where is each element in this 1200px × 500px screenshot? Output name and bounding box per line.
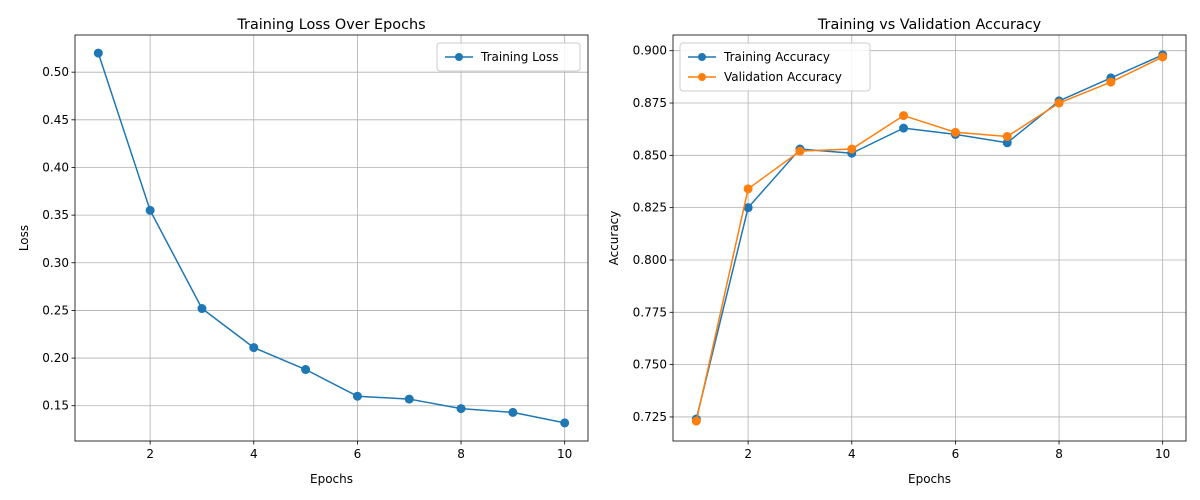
series-line [97, 52, 565, 424]
legend-box [679, 42, 871, 92]
y-tick-label: 0.775 [633, 305, 667, 319]
y-tick-label: 0.800 [633, 253, 667, 267]
data-point [1002, 132, 1012, 141]
y-tick-label: 0.15 [42, 399, 69, 413]
series-2 [691, 52, 1168, 426]
y-tick-label: 0.30 [42, 256, 69, 270]
y-tick-label: 0.825 [633, 201, 667, 215]
data-point [352, 391, 362, 401]
data-point [847, 144, 857, 154]
data-point [691, 416, 701, 426]
y-tick-label: 0.850 [633, 148, 667, 162]
x-tick-label: 10 [557, 447, 572, 461]
grid [673, 35, 1186, 441]
data-point [456, 404, 466, 414]
data-point [560, 418, 570, 428]
x-tick-label: 6 [354, 447, 362, 461]
data-point [950, 127, 960, 137]
axes-frame [672, 34, 1187, 442]
data-point [249, 343, 259, 353]
x-tick-label: 4 [250, 447, 258, 461]
data-point [743, 203, 753, 213]
y-tick-label: 0.45 [42, 113, 69, 127]
y-tick-label: 0.40 [42, 160, 69, 174]
x-tick-label: 8 [1055, 447, 1063, 461]
data-point [1158, 52, 1168, 62]
series-line [695, 56, 1164, 422]
legend: Training Accuracy Validation Accuracy [679, 42, 871, 92]
y-axis-label: Loss [17, 225, 31, 251]
legend-label: Validation Accuracy [724, 70, 842, 84]
series-line [695, 54, 1163, 420]
y-tick-label: 0.900 [633, 44, 667, 58]
y-tick-label: 0.20 [42, 351, 69, 365]
y-axis-label: Accuracy [607, 211, 621, 266]
series-1 [691, 50, 1168, 424]
chart-2: 2 4 6 8 10 0.725 0.750 0.775 0.800 0.825 0.850 0.87… [607, 17, 1187, 486]
data-point [1054, 98, 1064, 108]
x-tick-label: 6 [952, 447, 960, 461]
data-point [743, 184, 753, 194]
x-tick-label: 8 [457, 447, 465, 461]
x-tick-label: 10 [1155, 447, 1170, 461]
data-point [1106, 77, 1116, 87]
data-point [404, 394, 414, 404]
x-tick-label: 2 [744, 447, 752, 461]
y-tick-label: 0.750 [633, 358, 667, 372]
y-tick-label: 0.50 [42, 65, 69, 79]
data-point [899, 111, 909, 121]
y-tick-label: 0.25 [42, 303, 69, 317]
data-point [301, 365, 311, 375]
series-1 [93, 48, 570, 428]
x-axis-label: Epochs [310, 472, 353, 486]
legend-label: Training Accuracy [723, 50, 830, 64]
y-tick-label: 0.35 [42, 208, 69, 222]
x-axis-label: Epochs [908, 472, 951, 486]
chart-title: Training Loss Over Epochs [236, 17, 425, 33]
data-point [93, 48, 103, 58]
legend-box [436, 42, 581, 72]
chart-1: 2 4 6 8 10 0.15 0.20 0.25 0.30 0.35 0.40 0.45 0.50 Tr… [17, 17, 589, 486]
grid [75, 35, 588, 441]
data-point [899, 123, 909, 133]
axes-frame [74, 34, 589, 442]
legend-marker [455, 53, 463, 61]
y-tick-label: 0.725 [633, 410, 667, 424]
data-point [145, 205, 155, 215]
data-point [795, 146, 805, 156]
legend-label: Training Loss [480, 50, 558, 64]
legend-marker [698, 53, 706, 61]
x-tick-label: 4 [848, 447, 856, 461]
data-point [197, 304, 207, 314]
legend-marker [698, 73, 706, 81]
chart-title: Training vs Validation Accuracy [817, 17, 1042, 33]
legend: Training Loss [436, 42, 581, 72]
x-tick-label: 2 [146, 447, 154, 461]
data-point [508, 407, 518, 417]
y-tick-label: 0.875 [633, 96, 667, 110]
